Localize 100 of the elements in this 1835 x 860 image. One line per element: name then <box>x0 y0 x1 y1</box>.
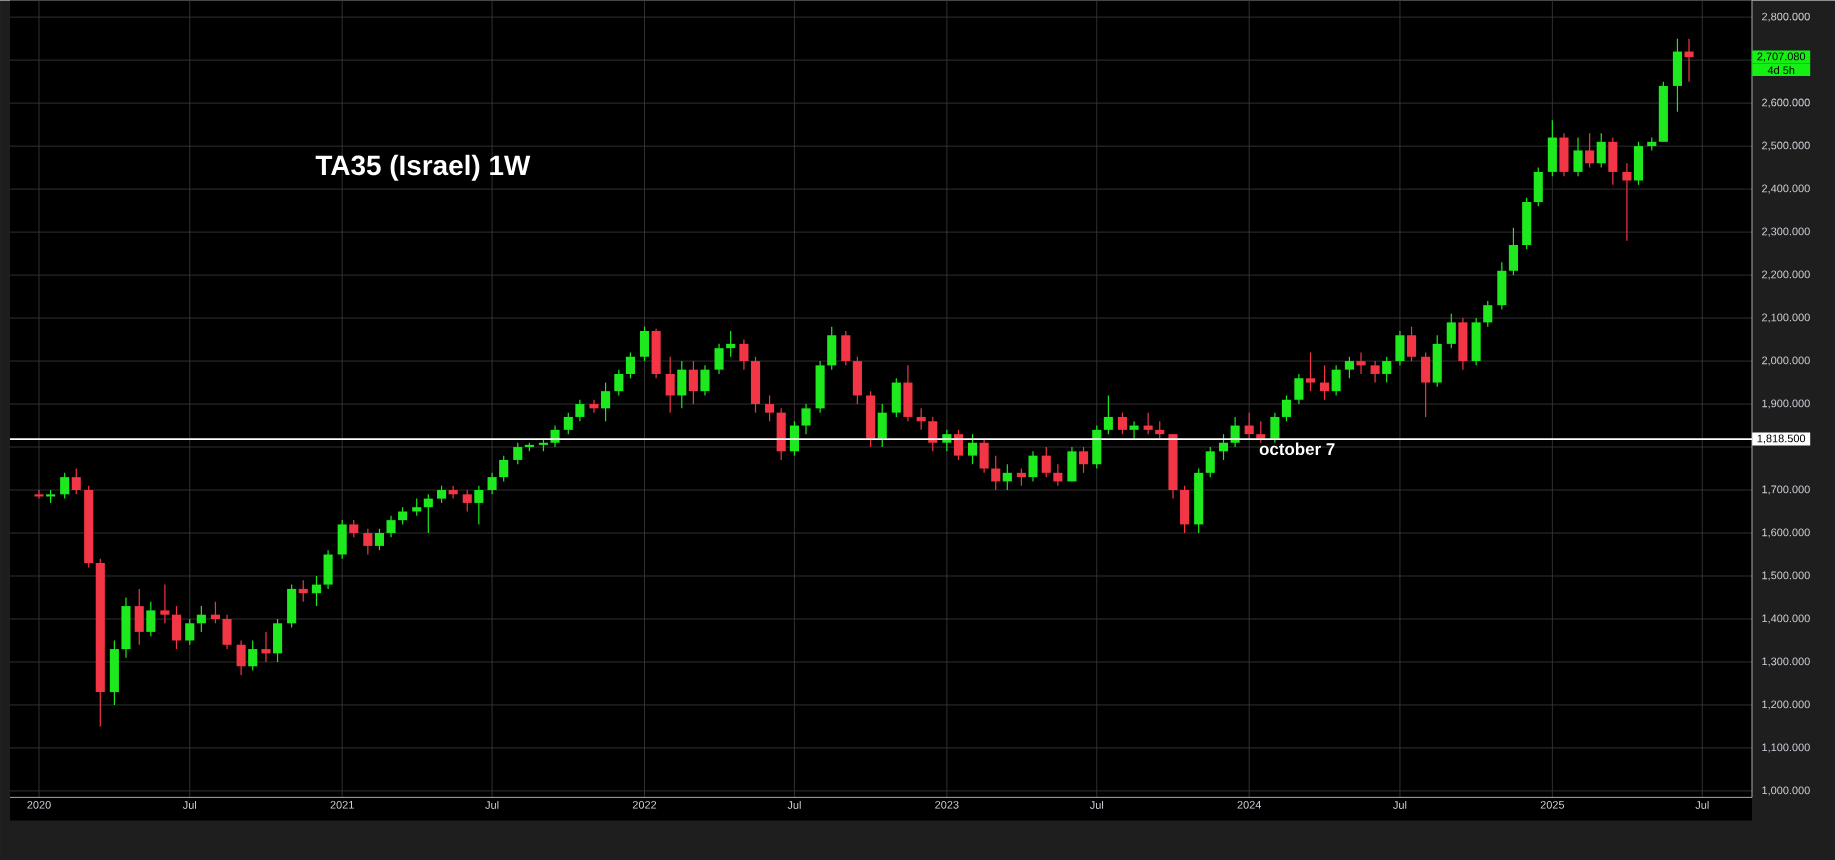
candlestick <box>700 364 710 396</box>
candlestick <box>1344 355 1354 379</box>
candlestick <box>386 515 396 538</box>
text: 2,707.080 <box>1757 52 1806 62</box>
candlestick <box>1483 300 1493 328</box>
y-tick-label: 2,200.000 <box>1762 270 1810 280</box>
x-tick-label: 2024 <box>1237 800 1262 809</box>
candlestick <box>1382 355 1392 383</box>
candlestick <box>601 381 611 422</box>
candlestick <box>575 398 585 422</box>
y-tick-label: 2,400.000 <box>1762 184 1810 194</box>
candlestick <box>625 351 635 379</box>
x-tick-label: Jul <box>1089 800 1104 809</box>
candlestick <box>1573 136 1583 177</box>
y-tick-label: 2,800.000 <box>1762 12 1810 22</box>
y-tick-label: 1,600.000 <box>1762 528 1810 538</box>
candlestick <box>928 416 938 452</box>
candlestick <box>614 368 624 396</box>
candlestick <box>196 605 206 633</box>
y-tick-label: 1,400.000 <box>1762 614 1810 624</box>
y-tick-label: 1,700.000 <box>1762 485 1810 495</box>
candlestick <box>423 493 433 534</box>
candlestick <box>916 407 926 431</box>
y-tick-label: 2,000.000 <box>1762 356 1810 366</box>
candlestick <box>474 484 484 525</box>
candlestick <box>487 472 497 495</box>
candlestick <box>1053 463 1063 487</box>
candlestick <box>1218 433 1229 461</box>
candlestick <box>499 454 509 482</box>
x-tick-label: Jul <box>1393 800 1407 809</box>
candlestick <box>34 489 44 500</box>
candlestick <box>1446 312 1456 349</box>
y-tick-label: 1,300.000 <box>1762 657 1810 667</box>
y-tick-label: 2,300.000 <box>1762 227 1810 237</box>
candlestick <box>71 467 81 495</box>
y-tick-label: 2,500.000 <box>1762 141 1810 151</box>
candlestick <box>363 527 373 555</box>
candlestick <box>1406 325 1417 362</box>
candlestick <box>714 343 724 375</box>
candlestick <box>374 527 384 551</box>
text: TA35 (Israel) 1W <box>315 154 531 181</box>
candlestick <box>1270 411 1280 444</box>
ref-line-label: october 7 <box>1259 442 1335 455</box>
candlestick <box>726 330 736 358</box>
y-tick-label: 2,600.000 <box>1762 98 1810 108</box>
x-tick-label: 2022 <box>632 800 657 809</box>
candlestick <box>1622 162 1632 242</box>
candlestick <box>739 338 749 371</box>
candlestick <box>563 411 573 435</box>
candlestick <box>688 360 698 405</box>
candlestick <box>1143 411 1153 435</box>
candlestick <box>236 639 246 676</box>
candlestick <box>261 631 271 663</box>
candlestick <box>589 398 599 414</box>
candlestick <box>1596 132 1606 169</box>
candlestick <box>248 639 258 671</box>
x-tick-label: Jul <box>485 800 499 809</box>
x-tick-label: Jul <box>1695 800 1709 809</box>
candlestick <box>1002 463 1012 491</box>
candlestick <box>146 601 156 637</box>
candlestick <box>953 429 963 461</box>
x-tick-label: 2020 <box>27 800 51 809</box>
candlestick <box>160 583 170 624</box>
candlestick <box>462 489 472 512</box>
y-tick-label: 1,900.000 <box>1762 399 1810 409</box>
candlestick <box>1244 411 1254 439</box>
candlestick <box>665 355 675 414</box>
y-tick-label: 1,000.000 <box>1762 786 1810 796</box>
y-tick-label: 1,200.000 <box>1762 700 1810 710</box>
candlestick <box>1684 37 1694 83</box>
x-tick-label: Jul <box>787 800 801 809</box>
text: 1,818.500 <box>1757 434 1806 444</box>
candlestick <box>1305 351 1316 392</box>
candlestick <box>1281 394 1292 422</box>
candlestick <box>765 394 775 422</box>
candlestick <box>1320 364 1330 401</box>
candlestick <box>1294 373 1304 405</box>
candlestick <box>60 472 70 500</box>
candlestick <box>967 433 978 465</box>
candlestick <box>513 441 523 465</box>
candlestick <box>1585 132 1595 169</box>
candlestick <box>1205 446 1215 478</box>
candlestick <box>1103 394 1113 435</box>
candlestick <box>801 403 811 435</box>
x-tick-label: Jul <box>182 800 197 809</box>
y-tick-label: 1,500.000 <box>1762 571 1810 581</box>
candlestick <box>1331 364 1341 396</box>
candlestick <box>311 575 322 607</box>
candlestick <box>210 601 220 624</box>
candlestick <box>1370 360 1380 383</box>
candlestick <box>1028 450 1038 482</box>
text: 4d 5h <box>1767 65 1795 74</box>
x-tick-label: 2025 <box>1540 800 1565 809</box>
candlestick <box>991 454 1001 491</box>
candlestick <box>185 618 195 646</box>
candlestick <box>1078 446 1089 474</box>
y-tick-label: 1,100.000 <box>1762 743 1810 753</box>
candlestick <box>1117 411 1128 435</box>
y-tick-label: 2,100.000 <box>1762 313 1810 323</box>
candlestick <box>1129 420 1139 439</box>
